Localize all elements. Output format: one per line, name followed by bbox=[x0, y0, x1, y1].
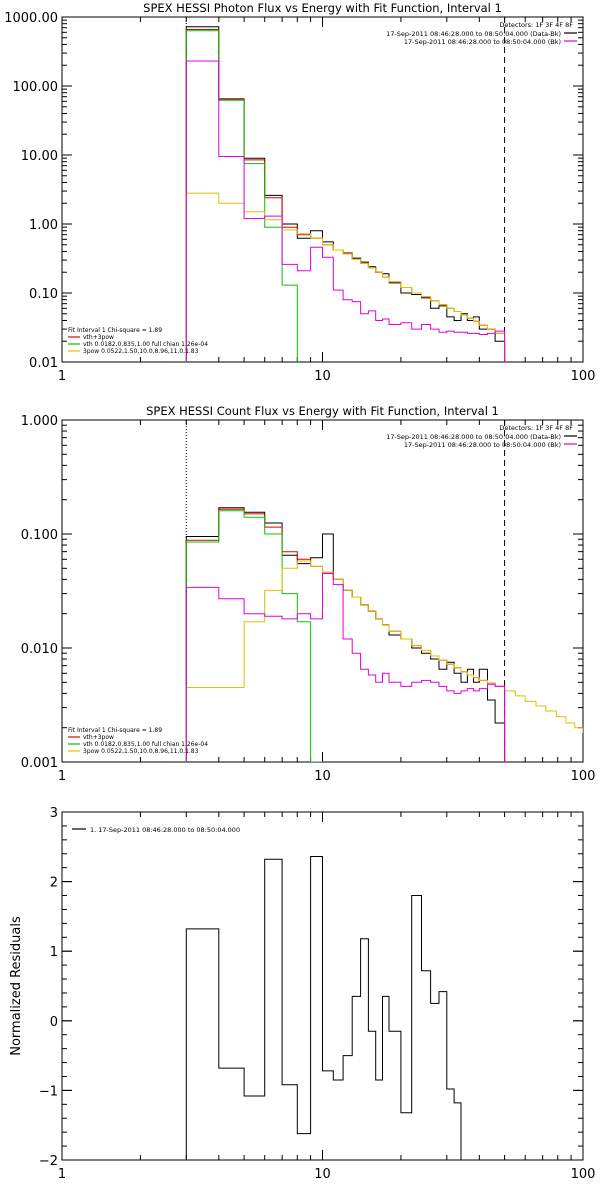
fit-legend-header: Fit Interval 1 Chi-square = 1.89 bbox=[68, 327, 162, 334]
x-tick-label: 100 bbox=[571, 769, 596, 784]
series-group bbox=[185, 26, 506, 362]
histogram-series-5 bbox=[185, 60, 506, 362]
fit-legend-entry: vth+3pow bbox=[83, 334, 114, 341]
y-tick-label: 1 bbox=[50, 945, 58, 960]
histogram-series-1 bbox=[185, 507, 506, 762]
y-tick-label: 2 bbox=[50, 876, 58, 891]
y-tick-label: 1.00 bbox=[29, 218, 58, 233]
y-tick-label: 0 bbox=[50, 1015, 58, 1030]
legend-entry: 17-Sep-2011 08:46:28.000 to 08:50:04.000… bbox=[386, 30, 561, 38]
y-tick-label: 0.01 bbox=[29, 356, 58, 371]
histogram-series-4 bbox=[185, 192, 506, 362]
histogram-series-1 bbox=[185, 856, 462, 1160]
legend-entry: 17-Sep-2011 08:46:28.000 to 08:50:04.000… bbox=[404, 38, 561, 46]
y-tick-label: 10.00 bbox=[21, 149, 58, 164]
fit-legend-entry: vth 0.0182,0.835,1.00 full chian 1.26e-0… bbox=[83, 341, 208, 348]
fit-legend-header: Fit Interval 1 Chi-square = 1.89 bbox=[68, 727, 162, 734]
chart-panel-1: SPEX HESSI Photon Flux vs Energy with Fi… bbox=[4, 1, 595, 384]
histogram-series-2 bbox=[185, 508, 506, 762]
y-tick-label: 3 bbox=[50, 806, 58, 821]
fit-legend-entry: vth+3pow bbox=[83, 734, 114, 741]
chart-title: SPEX HESSI Photon Flux vs Energy with Fi… bbox=[143, 1, 502, 15]
legend-entry: 1. 17-Sep-2011 08:46:28.000 to 08:50:04.… bbox=[90, 826, 240, 834]
histogram-series-2 bbox=[185, 29, 506, 362]
x-tick-label: 100 bbox=[571, 369, 596, 384]
chart-panel-3: 1 10 100 −2 −1 0 1 2 3 Normalized Residuals 1. 17-… bbox=[9, 806, 596, 1182]
y-axis-label: Normalized Residuals bbox=[9, 916, 24, 1056]
y-tick-label: 0.010 bbox=[21, 642, 58, 657]
fit-legend-entry: 3pow 0.0522,1.50,10.0,8.96,11.0,1.83 bbox=[83, 348, 199, 355]
legend-entry: 17-Sep-2011 08:46:28.000 to 08:50:04.000… bbox=[386, 433, 561, 441]
x-tick-label: 1 bbox=[58, 1167, 66, 1182]
detectors-label: Detectors: 1F 3F 4F 8F bbox=[499, 21, 573, 29]
detectors-label: Detectors: 1F 3F 4F 8F bbox=[499, 424, 573, 432]
series-group bbox=[185, 856, 462, 1160]
y-tick-label: 100.00 bbox=[13, 80, 59, 95]
histogram-series-3 bbox=[185, 510, 323, 762]
x-tick-label: 10 bbox=[314, 769, 331, 784]
legend-entry: 17-Sep-2011 08:46:28.000 to 08:50:04.000… bbox=[404, 441, 561, 449]
histogram-series-5 bbox=[185, 573, 506, 762]
x-tick-label: 10 bbox=[314, 369, 331, 384]
time-legend: 1. 17-Sep-2011 08:46:28.000 to 08:50:04.… bbox=[72, 826, 240, 834]
y-tick-label: −2 bbox=[39, 1154, 58, 1169]
series-group bbox=[185, 507, 583, 762]
x-tick-label: 1 bbox=[58, 369, 66, 384]
fit-legend-entry: 3pow 0.0522,1.50,10.0,8.96,11.0,1.83 bbox=[83, 748, 199, 755]
chart-panel-2: SPEX HESSI Count Flux vs Energy with Fit… bbox=[21, 404, 596, 784]
chart-title: SPEX HESSI Count Flux vs Energy with Fit… bbox=[146, 404, 499, 418]
y-tick-label: 1000.00 bbox=[4, 11, 58, 26]
fit-legend: Fit Interval 1 Chi-square = 1.89vth+3pow… bbox=[68, 727, 208, 755]
x-tick-label: 10 bbox=[314, 1167, 331, 1182]
y-tick-label: 0.001 bbox=[21, 756, 58, 771]
y-tick-label: 1.000 bbox=[21, 414, 58, 429]
x-tick-label: 100 bbox=[571, 1167, 596, 1182]
x-tick-label: 1 bbox=[58, 769, 66, 784]
histogram-series-1 bbox=[185, 26, 506, 362]
y-tick-label: 0.10 bbox=[29, 287, 58, 302]
fit-legend-entry: vth 0.0182,0.835,1.00 full chian 1.26e-0… bbox=[83, 741, 208, 748]
y-tick-label: −1 bbox=[39, 1084, 58, 1099]
y-tick-label: 0.100 bbox=[21, 528, 58, 543]
fit-legend: Fit Interval 1 Chi-square = 1.89vth+3pow… bbox=[68, 327, 208, 355]
histogram-series-4 bbox=[185, 560, 583, 762]
histogram-series-3 bbox=[185, 30, 298, 362]
